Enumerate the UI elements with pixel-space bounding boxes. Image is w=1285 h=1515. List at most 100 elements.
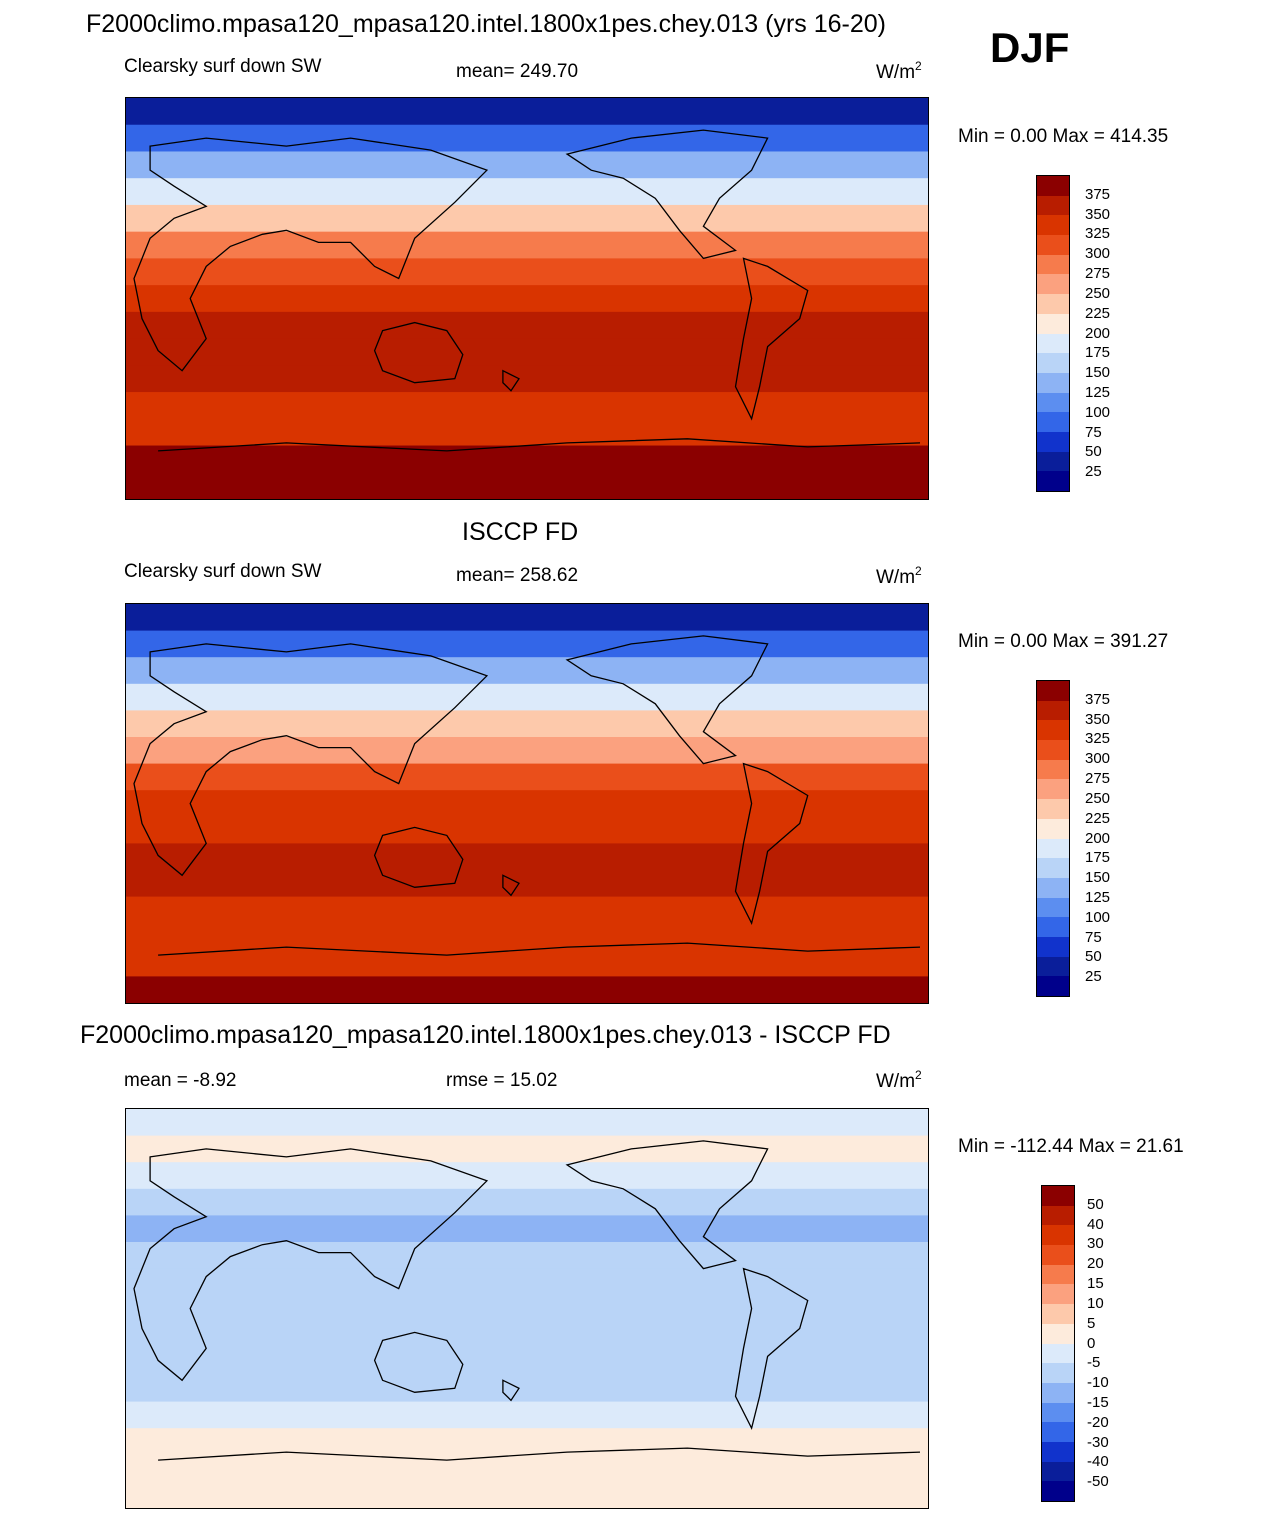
colorbar-swatch xyxy=(1042,1284,1074,1305)
zonal-band xyxy=(126,630,928,659)
coastline xyxy=(133,137,489,372)
zonal-band xyxy=(126,231,928,260)
colorbar-swatch xyxy=(1037,976,1069,996)
colorbar-tick-label: 300 xyxy=(1085,750,1111,768)
colorbar-tick-label: 75 xyxy=(1085,928,1102,946)
colorbar-tick-label: 40 xyxy=(1087,1215,1104,1233)
colorbar-swatch xyxy=(1037,818,1069,839)
units-exponent: 2 xyxy=(915,59,922,73)
panel2-colorbar xyxy=(1036,680,1070,997)
colorbar-swatch xyxy=(1037,700,1069,721)
units-base: W/m xyxy=(876,62,916,83)
zonal-band xyxy=(126,816,928,845)
panel1-min: Min = 0.00 xyxy=(958,126,1048,147)
zonal-band xyxy=(126,604,928,632)
colorbar-tick-label: -15 xyxy=(1087,1393,1109,1411)
colorbar-tick-label: 225 xyxy=(1085,304,1111,322)
colorbar-swatch xyxy=(1042,1245,1074,1265)
colorbar-tick-label: -10 xyxy=(1087,1374,1109,1392)
colorbar-tick-label: 50 xyxy=(1085,948,1102,966)
colorbar-swatch xyxy=(1037,195,1069,216)
colorbar-swatch xyxy=(1042,1481,1074,1501)
colorbar-swatch xyxy=(1037,897,1069,918)
colorbar-swatch xyxy=(1042,1264,1074,1285)
colorbar-swatch xyxy=(1042,1186,1074,1206)
colorbar-swatch xyxy=(1037,779,1069,800)
colorbar-tick-label: 50 xyxy=(1085,443,1102,461)
zonal-band xyxy=(126,311,928,340)
colorbar-tick-label: 375 xyxy=(1085,690,1111,708)
units-base: W/m xyxy=(876,1071,916,1092)
zonal-band xyxy=(126,285,928,313)
colorbar-swatch xyxy=(1037,956,1069,977)
colorbar-swatch xyxy=(1037,681,1069,701)
colorbar-swatch xyxy=(1037,215,1069,236)
coastline xyxy=(158,942,921,956)
zonal-band xyxy=(126,1321,928,1350)
coastline xyxy=(158,1447,921,1461)
map-svg xyxy=(126,1109,928,1508)
zonal-band xyxy=(126,98,928,126)
zonal-band xyxy=(126,472,928,499)
zonal-band xyxy=(126,1428,928,1456)
colorbar-tick-label: 25 xyxy=(1085,463,1102,481)
colorbar-swatch xyxy=(1037,858,1069,878)
colorbar-tick-label: 150 xyxy=(1085,364,1111,382)
zonal-band xyxy=(126,258,928,287)
panel3-title: F2000climo.mpasa120_mpasa120.intel.1800x… xyxy=(80,1021,891,1049)
colorbar-swatch xyxy=(1037,451,1069,472)
colorbar-swatch xyxy=(1037,254,1069,275)
zonal-band xyxy=(126,896,928,925)
panel3-max: Max = 21.61 xyxy=(1078,1136,1184,1157)
colorbar-tick-label: 125 xyxy=(1085,888,1111,906)
units-exponent: 2 xyxy=(915,564,922,578)
colorbar-tick-label: 25 xyxy=(1085,968,1102,986)
colorbar-tick-label: -5 xyxy=(1087,1354,1101,1372)
zonal-band xyxy=(126,763,928,792)
map-svg xyxy=(126,604,928,1003)
panel3-colorbar xyxy=(1041,1185,1075,1502)
zonal-band xyxy=(126,1454,928,1483)
colorbar-swatch xyxy=(1037,740,1069,760)
coastline xyxy=(502,1379,520,1402)
coastline xyxy=(734,762,809,926)
colorbar-tick-label: -20 xyxy=(1087,1413,1109,1431)
colorbar-tick-label: 5 xyxy=(1087,1314,1096,1332)
zonal-band xyxy=(126,1242,928,1270)
coastline xyxy=(373,321,464,384)
zonal-band xyxy=(126,1481,928,1508)
colorbar-swatch xyxy=(1042,1304,1074,1324)
colorbar-swatch xyxy=(1042,1402,1074,1423)
coastline xyxy=(133,643,489,877)
colorbar-tick-label: 175 xyxy=(1085,344,1111,362)
colorbar-swatch xyxy=(1042,1363,1074,1383)
colorbar-tick-label: 350 xyxy=(1085,710,1111,728)
coastline xyxy=(502,874,520,897)
colorbar-swatch xyxy=(1037,917,1069,937)
coastline xyxy=(373,826,464,888)
zonal-band xyxy=(126,737,928,765)
colorbar-tick-label: 175 xyxy=(1085,849,1111,867)
panel1-min-max: Min = 0.00 Max = 414.35 xyxy=(958,126,1168,148)
colorbar-tick-label: 200 xyxy=(1085,829,1111,847)
panel2-title: ISCCP FD xyxy=(462,518,579,546)
colorbar-tick-label: 20 xyxy=(1087,1255,1104,1273)
zonal-band xyxy=(126,151,928,180)
zonal-band xyxy=(126,1348,928,1376)
zonal-band xyxy=(126,976,928,1003)
coastline xyxy=(565,129,769,260)
colorbar-swatch xyxy=(1037,759,1069,780)
zonal-band xyxy=(126,392,928,420)
colorbar-tick-label: 150 xyxy=(1085,869,1111,887)
colorbar-tick-label: 100 xyxy=(1085,908,1111,926)
colorbar-swatch xyxy=(1037,838,1069,859)
colorbar-tick-label: -50 xyxy=(1087,1473,1109,1491)
panel2-map xyxy=(125,603,929,1004)
units-base: W/m xyxy=(876,567,916,588)
zonal-band xyxy=(126,1401,928,1430)
zonal-band xyxy=(126,870,928,898)
units-exponent: 2 xyxy=(915,1068,922,1082)
coastline xyxy=(158,438,921,452)
colorbar-swatch xyxy=(1037,372,1069,393)
colorbar-tick-label: -30 xyxy=(1087,1433,1109,1451)
